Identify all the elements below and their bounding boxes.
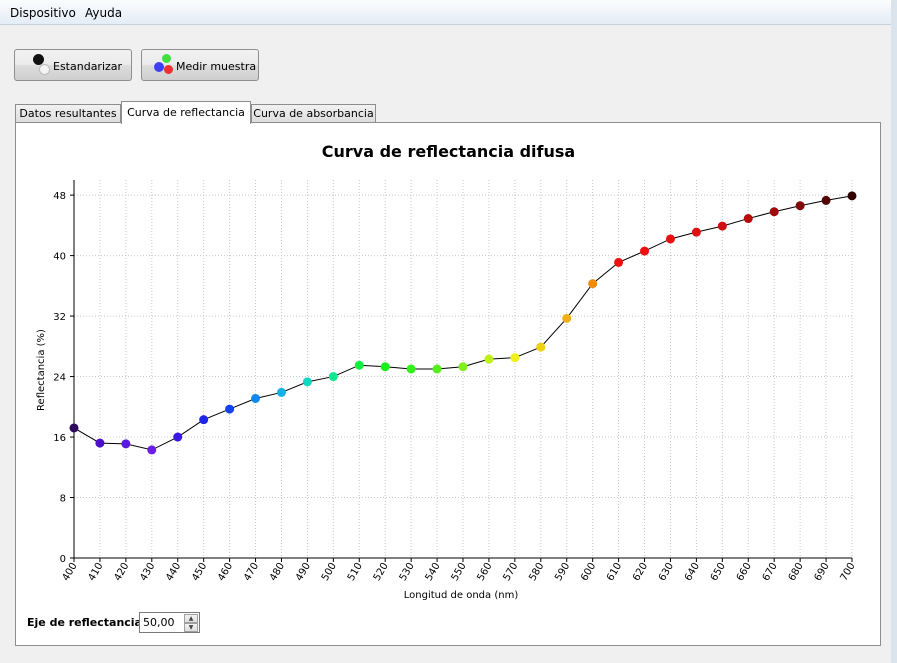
x-tick-label: 530	[398, 561, 417, 583]
data-point	[614, 257, 624, 267]
x-tick-label: 420	[112, 561, 131, 583]
x-tick-label: 610	[605, 561, 624, 583]
data-point	[691, 227, 701, 237]
data-point	[354, 360, 364, 370]
spin-down-arrow-icon[interactable]: ▼	[184, 623, 198, 632]
x-tick-label: 660	[735, 561, 754, 583]
data-point	[251, 393, 261, 403]
x-tick-label: 600	[579, 561, 598, 583]
data-point	[640, 246, 650, 256]
x-tick-label: 670	[761, 561, 780, 583]
y-tick-label: 40	[53, 252, 66, 263]
x-tick-label: 450	[190, 561, 209, 583]
data-point	[302, 377, 312, 387]
menu-item-dispositivo[interactable]: Dispositivo	[10, 6, 76, 20]
data-point	[328, 372, 338, 382]
x-tick-label: 550	[450, 561, 469, 583]
x-tick-label: 460	[216, 561, 235, 583]
standardize-button[interactable]: Estandarizar	[14, 49, 132, 81]
x-tick-label: 500	[320, 561, 339, 583]
tab-curva-absorbancia[interactable]: Curva de absorbancia	[251, 104, 376, 123]
data-point	[173, 432, 183, 442]
reflectance-axis-input[interactable]	[143, 616, 183, 629]
data-point	[588, 279, 598, 289]
data-point	[665, 234, 675, 244]
y-tick-label: 24	[53, 373, 66, 384]
data-point	[121, 439, 131, 449]
data-point	[769, 207, 779, 217]
measure-sample-button-label: Medir muestra	[176, 60, 257, 73]
x-tick-label: 590	[553, 561, 572, 583]
tab-curva-reflectancia[interactable]: Curva de reflectancia	[121, 101, 251, 124]
x-tick-label: 430	[138, 561, 157, 583]
reflectance-axis-label: Eje de reflectancia:	[27, 616, 147, 629]
tab-panel	[15, 122, 881, 646]
menu-bar: Dispositivo Ayuda	[0, 0, 897, 25]
data-point	[406, 364, 416, 374]
data-point	[69, 423, 79, 433]
data-point	[380, 362, 390, 372]
window-edge	[891, 0, 897, 663]
tab-datos-resultantes[interactable]: Datos resultantes	[15, 104, 121, 123]
rgb-dots-icon-green	[162, 54, 171, 63]
x-tick-label: 440	[164, 561, 183, 583]
data-point	[510, 353, 520, 363]
data-point	[95, 438, 105, 448]
x-tick-label: 410	[86, 561, 105, 583]
x-axis-title: Longitud de onda (nm)	[404, 590, 519, 601]
x-tick-label: 700	[839, 561, 858, 583]
rgb-dots-icon-blue	[154, 62, 164, 72]
data-point	[743, 214, 753, 224]
x-tick-label: 640	[683, 561, 702, 583]
x-tick-label: 520	[372, 561, 391, 583]
standardize-icon-light	[39, 64, 50, 75]
data-point	[717, 221, 727, 231]
x-tick-label: 490	[294, 561, 313, 583]
y-tick-label: 32	[53, 312, 66, 323]
rgb-dots-icon-red	[164, 65, 173, 74]
x-tick-label: 580	[527, 561, 546, 583]
x-tick-label: 630	[657, 561, 676, 583]
data-point	[199, 415, 209, 425]
data-point	[847, 191, 857, 201]
x-tick-label: 570	[501, 561, 520, 583]
x-tick-label: 690	[813, 561, 832, 583]
chart-grid	[73, 180, 853, 558]
data-point	[147, 445, 157, 455]
chart-axes: 400 410 420 430 440 450 460 470 480 490 500 510 520 5…	[53, 180, 858, 583]
y-tick-label: 48	[53, 191, 66, 202]
data-point	[484, 354, 494, 364]
spin-up-arrow-icon[interactable]: ▲	[184, 614, 198, 623]
y-tick-label: 16	[53, 433, 66, 444]
standardize-button-label: Estandarizar	[53, 60, 123, 73]
x-tick-label: 620	[631, 561, 650, 583]
chart-series	[69, 191, 857, 455]
data-point	[536, 342, 546, 352]
x-tick-label: 480	[268, 561, 287, 583]
y-axis-title: Reflectancia (%)	[36, 329, 47, 411]
x-tick-label: 560	[475, 561, 494, 583]
reflectance-axis-spinbox[interactable]: ▲ ▼	[139, 612, 200, 633]
x-tick-label: 540	[424, 561, 443, 583]
data-point	[458, 362, 468, 372]
standardize-icon	[33, 54, 44, 65]
data-point	[276, 387, 286, 397]
y-tick-label: 8	[60, 494, 66, 505]
data-point	[432, 364, 442, 374]
data-point	[821, 195, 831, 205]
data-point	[225, 404, 235, 414]
menu-item-ayuda[interactable]: Ayuda	[85, 6, 123, 20]
measure-sample-button[interactable]: Medir muestra	[141, 49, 259, 81]
x-tick-label: 510	[346, 561, 365, 583]
data-point	[562, 313, 572, 323]
chart-title: Curva de reflectancia difusa	[321, 142, 576, 161]
x-tick-label: 680	[787, 561, 806, 583]
x-tick-label: 650	[709, 561, 728, 583]
x-tick-label: 470	[242, 561, 261, 583]
data-point	[795, 201, 805, 211]
y-tick-label: 0	[60, 554, 66, 565]
